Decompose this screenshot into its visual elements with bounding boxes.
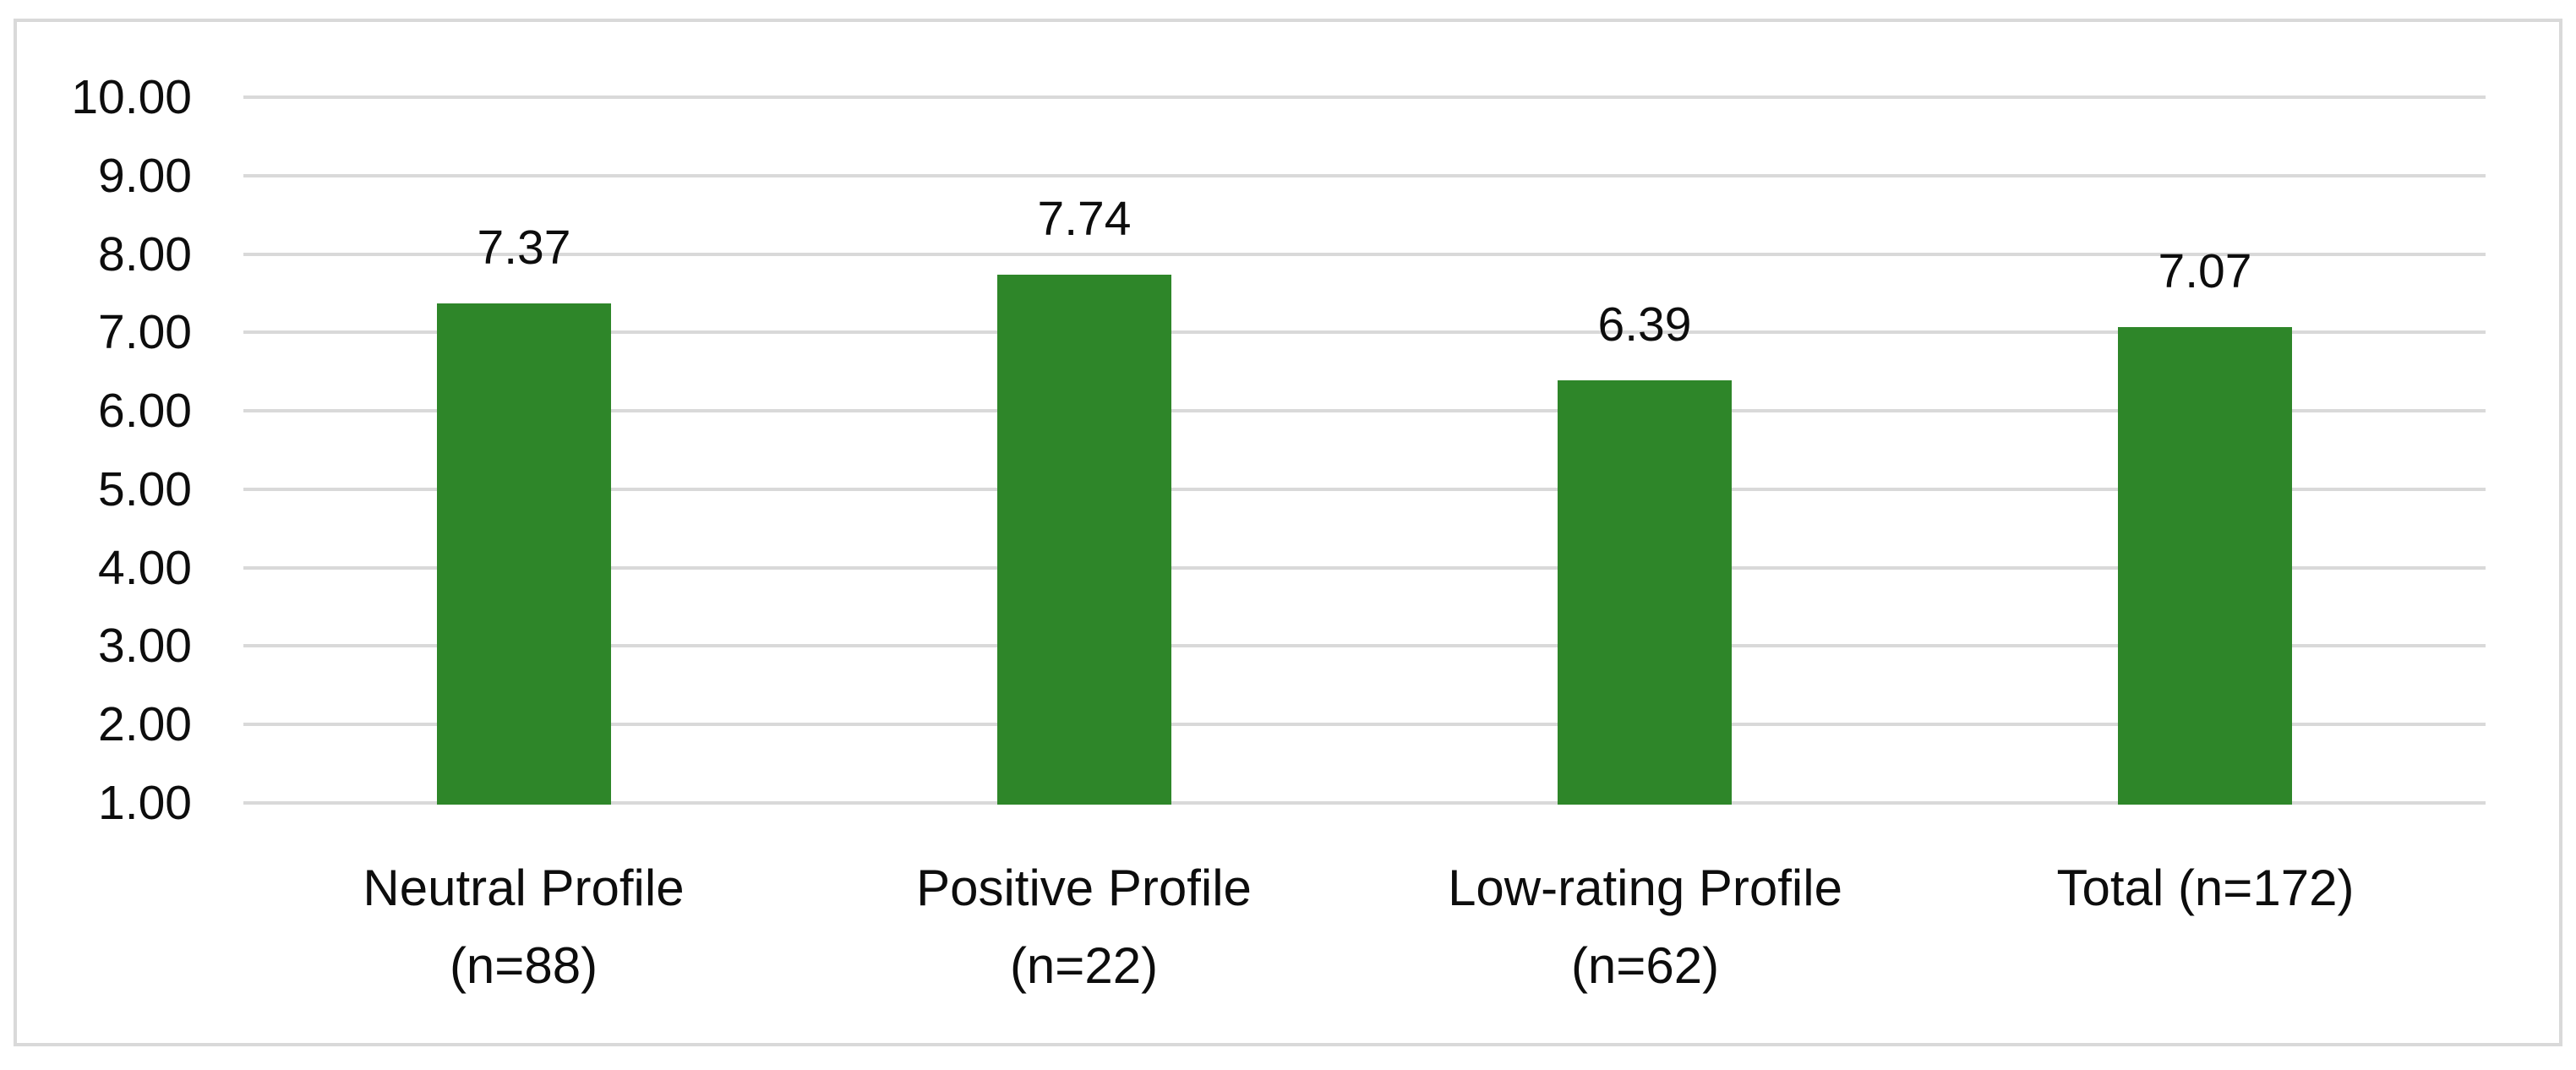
y-axis-tick-label: 8.00 [98, 227, 192, 281]
gridline [243, 96, 2486, 99]
gridline [243, 565, 2486, 570]
bar-2 [997, 275, 1171, 805]
y-axis-tick-label: 6.00 [98, 384, 192, 439]
y-axis-tick-label: 3.00 [98, 619, 192, 674]
gridline [243, 173, 2486, 177]
y-axis-tick-label: 1.00 [98, 776, 192, 830]
bar-value-label: 7.74 [1037, 192, 1132, 246]
y-axis-tick-label: 4.00 [98, 540, 192, 595]
gridline [243, 330, 2486, 335]
y-axis-tick-label: 7.00 [98, 305, 192, 360]
y-axis-tick-label: 2.00 [98, 697, 192, 752]
y-axis-tick-label: 5.00 [98, 461, 192, 516]
bar-3 [1558, 380, 1732, 805]
gridline [243, 487, 2486, 491]
x-axis-category-label: Total (n=172) [2056, 860, 2355, 916]
bar-value-label: 6.39 [1597, 298, 1692, 352]
gridline [243, 723, 2486, 727]
bar-4 [2118, 327, 2292, 805]
bar-value-label: 7.37 [477, 221, 571, 275]
gridline [243, 252, 2486, 256]
bar-value-label: 7.07 [2158, 244, 2252, 298]
x-axis-category-label: Neutral Profile (n=88) [363, 860, 685, 994]
y-axis-tick-label: 10.00 [71, 70, 192, 124]
gridline [243, 644, 2486, 648]
gridline [243, 409, 2486, 413]
x-axis-category-label: Positive Profile (n=22) [916, 860, 1252, 994]
gridline [243, 801, 2486, 805]
y-axis-tick-label: 9.00 [98, 148, 192, 203]
bar-1 [437, 303, 611, 805]
x-axis-category-label: Low-rating Profile (n=62) [1448, 860, 1842, 994]
